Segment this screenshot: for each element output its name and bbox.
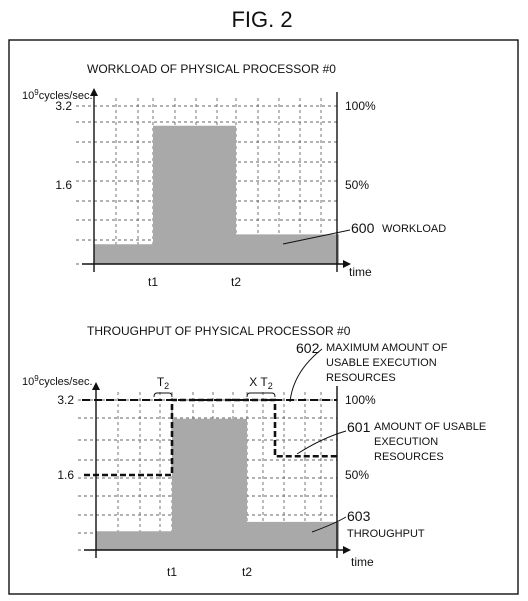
- interval-label-0: T2: [157, 375, 169, 391]
- throughput-intervals: T2 X T2: [153, 375, 276, 398]
- label-603: THROUGHPUT: [347, 528, 425, 540]
- throughput-x-ticks: t1 t2: [167, 565, 252, 579]
- figure-frame: [8, 39, 519, 595]
- series-bar-600-0: [94, 244, 153, 264]
- interval-brace-0: [153, 392, 173, 398]
- series-bar-603-1: [172, 418, 247, 550]
- figure-title: FIG. 2: [231, 7, 292, 32]
- throughput-chart-title: THROUGHPUT OF PHYSICAL PROCESSOR #0: [87, 324, 351, 338]
- series-bar-600-2: [236, 234, 339, 264]
- interval-brace-1: [246, 392, 276, 398]
- throughput-right-ticks: 100% 50%: [345, 393, 376, 482]
- throughput-x-axis-label: time: [351, 555, 374, 569]
- workload-chart-title: WORKLOAD OF PHYSICAL PROCESSOR #0: [87, 62, 336, 76]
- series-bar-600-1: [153, 125, 236, 264]
- y-axis-arrow: [90, 88, 98, 96]
- y-tick-label-right: 50%: [345, 178, 369, 192]
- throughput-left-ticks: 3.2 1.6: [57, 393, 74, 482]
- annotation-603: 603 THROUGHPUT: [311, 508, 425, 540]
- leader-line-601: [296, 430, 347, 455]
- label-602-line1: MAXIMUM AMOUNT OF: [326, 342, 448, 354]
- workload-chart: WORKLOAD OF PHYSICAL PROCESSOR #0 109cyc…: [22, 62, 446, 289]
- y-tick-label-left: 1.6: [57, 468, 74, 482]
- label-602-line3: RESOURCES: [326, 372, 396, 384]
- ref-603: 603: [347, 508, 371, 524]
- ref-601: 601: [347, 419, 371, 435]
- x-tick-label-t2: t2: [231, 275, 241, 289]
- workload-right-ticks: 100% 50%: [345, 99, 376, 192]
- annotation-602: 602 MAXIMUM AMOUNT OF USABLE EXECUTION R…: [289, 340, 448, 403]
- workload-series: [94, 125, 339, 264]
- label-601-line2: EXECUTION: [374, 436, 438, 448]
- x-tick-label-t1: t1: [167, 565, 177, 579]
- y-tick-label-right: 100%: [345, 393, 376, 407]
- throughput-y-unit-label: 109cycles/sec.: [22, 374, 93, 388]
- leader-line-602: [289, 348, 323, 403]
- x-axis-arrow: [343, 260, 351, 268]
- y-tick-label-left: 3.2: [55, 99, 72, 113]
- annotation-601: 601 AMOUNT OF USABLE EXECUTION RESOURCES: [296, 419, 486, 463]
- leader-line-603: [311, 516, 347, 533]
- throughput-series: [82, 398, 339, 550]
- workload-left-ticks: 3.2 1.6: [55, 99, 72, 192]
- workload-label: WORKLOAD: [382, 223, 446, 235]
- throughput-axes: [84, 382, 351, 558]
- x-tick-label-t2: t2: [242, 565, 252, 579]
- throughput-chart: THROUGHPUT OF PHYSICAL PROCESSOR #0 109c…: [22, 324, 486, 579]
- workload-leader-line: [282, 229, 351, 245]
- workload-axes: [82, 88, 351, 272]
- label-601-line1: AMOUNT OF USABLE: [374, 421, 486, 433]
- series-line-601: [84, 398, 337, 477]
- interval-label-1: X T2: [249, 375, 272, 391]
- y-tick-label-right: 100%: [345, 99, 376, 113]
- y-axis-arrow: [92, 382, 100, 390]
- y-tick-label-right: 50%: [345, 468, 369, 482]
- x-axis-arrow: [343, 546, 351, 554]
- series-bar-603-2: [247, 521, 339, 550]
- series-bar-603-0: [96, 531, 172, 550]
- label-602-line2: USABLE EXECUTION: [326, 357, 437, 369]
- workload-x-ticks: t1 t2: [148, 275, 241, 289]
- y-tick-label-left: 1.6: [55, 178, 72, 192]
- workload-x-axis-label: time: [349, 265, 372, 279]
- workload-y-unit-label: 109cycles/sec.: [22, 88, 93, 102]
- workload-ref-600: 600: [351, 220, 375, 236]
- x-tick-label-t1: t1: [148, 275, 158, 289]
- label-601-line3: RESOURCES: [374, 451, 444, 463]
- ref-602: 602: [296, 340, 320, 356]
- workload-annotation-600: 600 WORKLOAD: [282, 220, 446, 245]
- y-tick-label-left: 3.2: [57, 393, 74, 407]
